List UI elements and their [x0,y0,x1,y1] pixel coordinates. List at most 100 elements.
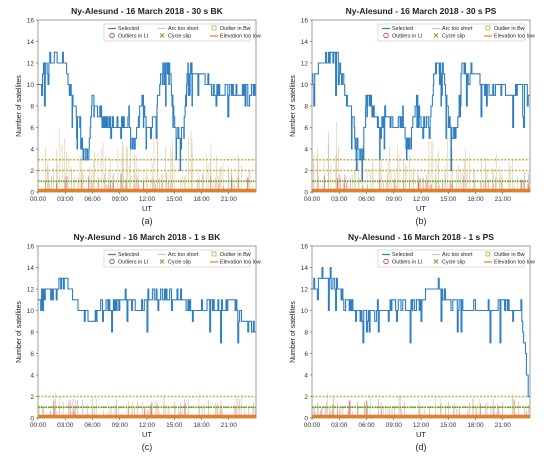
x-tick-label: 06:00 [358,422,375,429]
legend-entry: Arc too short [442,26,473,32]
y-axis-label: Number of satellites [16,75,23,137]
x-axis-label: UT [416,430,426,439]
y-tick-label: 14 [27,39,35,46]
legend-entry: Selected [392,252,413,258]
legend-box [103,23,251,42]
x-tick-label: 12:00 [413,196,430,203]
y-tick-label: 4 [30,147,34,154]
chart-panel-d: Ny-Alesund - 16 March 2018 - 1 s PS 0 2 4 6 8… [290,232,535,452]
legend-swatch [159,33,165,38]
x-tick-label: 18:00 [467,422,484,429]
plot-marks [38,51,256,192]
y-tick-label: 6 [30,125,34,132]
y-tick-label: 0 [304,190,308,197]
legend-entry: Outlier in Bw [494,252,525,258]
legend-entry: Arc too short [168,26,199,32]
legend-entry: Arc too short [168,252,199,258]
x-tick-label: 06:00 [84,196,101,203]
chart-title: Ny-Alesund - 16 March 2018 - 30 s BK [71,6,224,16]
y-tick-label: 0 [304,416,308,423]
legend-box [103,249,251,268]
y-tick-label: 10 [301,308,309,315]
y-tick-label: 8 [304,330,308,337]
y-tick-label: 4 [30,373,34,380]
legend-swatch [109,32,115,39]
x-tick-label: 00:00 [304,196,321,203]
x-tick-label: 09:00 [112,196,129,203]
x-tick-label: 03:00 [331,196,348,203]
legend-swatch [485,251,491,257]
y-tick-label: 6 [30,351,34,358]
x-tick-label: 00:00 [304,422,321,429]
legend: Selected Arc too short Outlier in Bw Outlie… [377,23,535,42]
y-tick-label: 14 [301,39,309,46]
x-tick-label: 00:00 [30,196,47,203]
y-tick-label: 16 [27,244,35,251]
y-axis-label: Number of satellites [290,75,297,137]
y-tick-label: 10 [301,82,309,89]
legend-box [377,249,525,268]
x-tick-label: 15:00 [166,422,183,429]
y-tick-label: 2 [304,168,308,175]
legend-entry: Elevation too low [220,34,261,40]
x-tick-label: 15:00 [440,422,457,429]
legend: Selected Arc too short Outlier in Bw Outlie… [103,23,261,42]
x-tick-label: 09:00 [386,196,403,203]
legend-swatch [433,33,439,38]
x-tick-label: 21:00 [221,196,238,203]
legend-entry: Outliers in LI [392,260,422,266]
panel-label: (a) [142,216,153,226]
x-tick-label: 21:00 [495,422,512,429]
legend-swatch [383,258,389,265]
selected-series-line [312,266,530,398]
y-tick-label: 12 [301,287,309,294]
plot-marks [38,277,256,418]
legend-entry: Outliers in LI [118,34,148,40]
x-tick-label: 06:00 [84,422,101,429]
legend-entry: Outlier in Bw [220,252,251,258]
x-tick-label: 21:00 [221,422,238,429]
legend-entry: Cycle slip [168,260,191,266]
legend-swatch [485,25,491,31]
chart-title: Ny-Alesund - 16 March 2018 - 30 s PS [346,6,497,16]
y-tick-label: 16 [301,18,309,25]
selected-series-line [38,277,256,344]
x-tick-label: 12:00 [139,196,156,203]
plot-marks [312,51,530,192]
y-tick-label: 10 [27,308,35,315]
legend-entry: Elevation too low [494,34,535,40]
legend-entry: Cycle slip [442,34,465,40]
legend-entry: Outlier in Bw [494,26,525,32]
y-tick-label: 2 [30,168,34,175]
y-tick-label: 12 [301,61,309,68]
selected-series-line [38,51,256,172]
y-tick-label: 12 [27,61,35,68]
legend-entry: Outliers in LI [118,260,148,266]
y-tick-label: 8 [30,330,34,337]
legend-entry: Outliers in LI [392,34,422,40]
y-tick-label: 16 [27,18,35,25]
y-axis-label: Number of satellites [290,301,297,363]
x-tick-label: 15:00 [440,196,457,203]
x-tick-label: 12:00 [139,422,156,429]
y-tick-label: 0 [30,416,34,423]
plot-area [311,19,531,193]
chart-title: Ny-Alesund - 16 March 2018 - 1 s BK [74,232,222,242]
y-tick-label: 4 [304,147,308,154]
y-tick-label: 8 [30,104,34,111]
y-tick-label: 14 [27,265,35,272]
y-tick-label: 6 [304,351,308,358]
plot-area [311,245,531,419]
x-axis-label: UT [416,204,426,213]
legend-entry: Cycle slip [168,34,191,40]
legend-entry: Elevation too low [220,260,261,266]
x-tick-label: 03:00 [57,422,74,429]
y-tick-label: 8 [304,104,308,111]
y-tick-label: 14 [301,265,309,272]
legend-swatch [211,251,217,257]
x-tick-label: 03:00 [331,422,348,429]
legend-swatch [109,258,115,265]
y-tick-label: 16 [301,244,309,251]
x-tick-label: 21:00 [495,196,512,203]
